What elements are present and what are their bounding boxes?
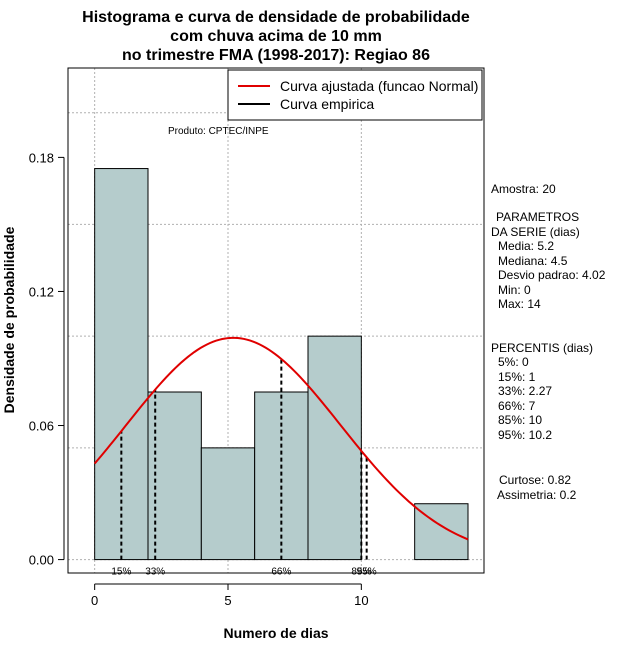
legend-box (227, 69, 483, 121)
stats-mediana: Mediana: 4.5 (498, 254, 568, 268)
percentile-label-0: 15% (111, 567, 131, 578)
plot-frame (67, 67, 485, 574)
y-axis-title: Densidade de probabilidade (1, 226, 17, 413)
chart-title-line-2: com chuva acima de 10 mm (170, 28, 382, 45)
stats-assimetria: Assimetria: 0.2 (497, 488, 577, 502)
legend-label-empirical: Curva empirica (280, 96, 374, 112)
stats-p5: 5%: 0 (498, 355, 529, 369)
x-tick-label-2: 10 (354, 593, 368, 608)
stats-p85: 85%: 10 (498, 413, 542, 427)
y-tick-label-2: 0.12 (29, 284, 54, 299)
percentile-label-2: 66% (271, 567, 291, 578)
x-tick-label-1: 5 (224, 593, 231, 608)
stats-desvio: Desvio padrao: 4.02 (498, 268, 606, 282)
stats-panel: Amostra: 20 PARAMETROS DA SERIE (dias) M… (491, 182, 606, 502)
x-tick-label-0: 0 (91, 593, 98, 608)
stats-p95: 95%: 10.2 (498, 428, 552, 442)
legend-label-normal: Curva ajustada (funcao Normal) (280, 78, 478, 94)
stats-media: Media: 5.2 (498, 239, 554, 253)
stats-min: Min: 0 (498, 283, 531, 297)
histogram-bars (94, 168, 469, 561)
chart-title-line-1: Histograma e curva de densidade de proba… (82, 9, 470, 26)
y-tick-label-1: 0.06 (29, 419, 54, 434)
stats-sample: Amostra: 20 (491, 182, 556, 196)
normal-curve-layer (93, 336, 469, 541)
normal-curve (93, 336, 469, 541)
stats-percentis-header: PERCENTIS (dias) (491, 341, 593, 355)
stats-params-header-1: PARAMETROS (496, 210, 579, 224)
stats-params-header-2: DA SERIE (dias) (491, 225, 580, 239)
stats-p66: 66%: 7 (498, 399, 536, 413)
percentile-lines: 15% 33% 66% 85%95% (111, 358, 377, 578)
chart-title-line-3: no trimestre FMA (1998-2017): Regiao 86 (122, 47, 430, 64)
percentile-label-1: 33% (145, 567, 165, 578)
stats-p15: 15%: 1 (498, 370, 536, 384)
histogram-bar-1 (147, 391, 202, 561)
histogram-bar-4 (307, 335, 362, 561)
legend: Curva ajustada (funcao Normal) Curva emp… (227, 69, 483, 121)
stats-p33: 33%: 2.27 (498, 384, 552, 398)
y-tick-label-0: 0.00 (29, 553, 54, 568)
percentile-label-4: 95% (357, 567, 377, 578)
axes: 0 5 10 0.00 0.06 0.12 0.18 (29, 150, 369, 608)
y-tick-label-3: 0.18 (29, 150, 54, 165)
x-axis-title: Numero de dias (223, 625, 328, 641)
stats-curtose: Curtose: 0.82 (499, 473, 571, 487)
stats-max: Max: 14 (498, 297, 541, 311)
percentile-label-3: 85% (351, 567, 371, 578)
histogram-bar-2 (200, 447, 256, 561)
product-label: Produto: CPTEC/INPE (168, 126, 269, 137)
